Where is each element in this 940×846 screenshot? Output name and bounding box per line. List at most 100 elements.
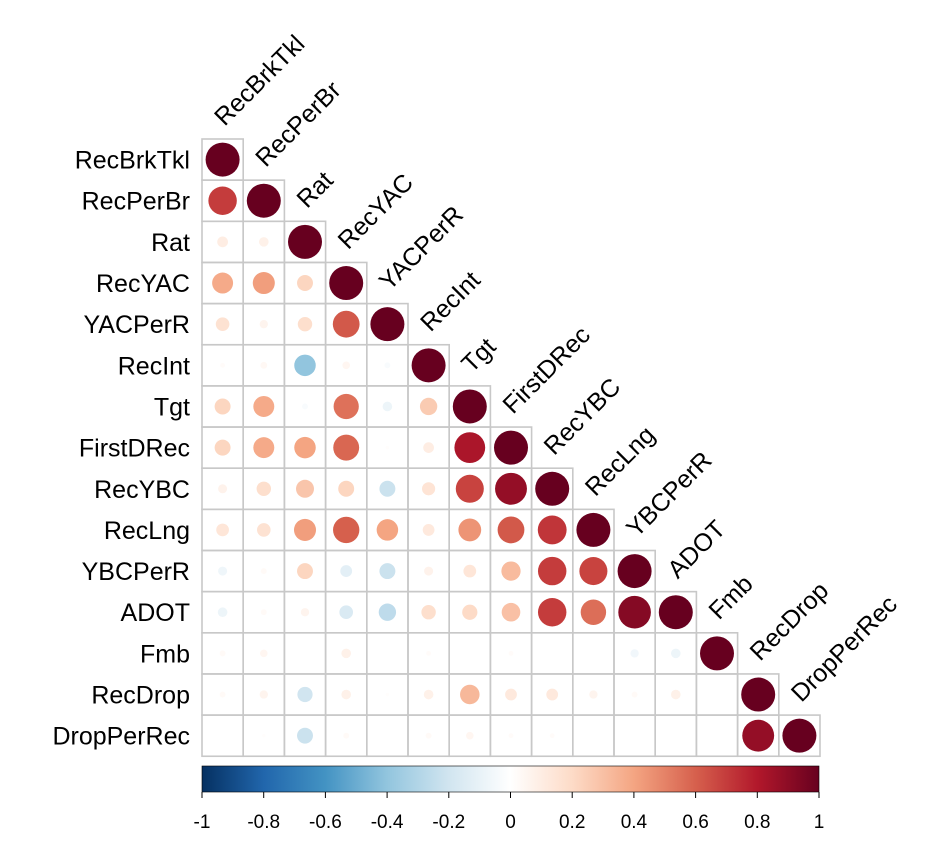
correlation-circles <box>205 142 817 753</box>
matrix-cell <box>695 714 739 758</box>
correlation-circle <box>425 732 432 739</box>
matrix-cell <box>365 714 409 758</box>
correlation-circle <box>537 598 567 627</box>
row-label: Rat <box>151 229 190 257</box>
correlation-circle <box>376 519 399 541</box>
colorbar-tick-label: -1 <box>194 812 211 833</box>
column-label: ADOT <box>662 515 731 584</box>
correlation-circle <box>217 607 228 618</box>
row-label: FirstDRec <box>79 435 190 463</box>
correlation-circle <box>333 516 360 544</box>
row-label: RecDrop <box>91 682 190 710</box>
column-label: Tgt <box>456 333 501 378</box>
correlation-circle <box>670 648 681 659</box>
correlation-circle <box>216 523 229 537</box>
correlation-circle <box>508 650 514 656</box>
correlation-circle <box>631 691 638 698</box>
correlation-circle <box>384 362 391 369</box>
correlation-circle <box>579 557 608 586</box>
correlation-circle <box>297 727 313 744</box>
row-label: DropPerRec <box>52 723 190 751</box>
correlation-circle <box>252 272 275 295</box>
correlation-circle <box>341 689 352 700</box>
correlation-circle <box>455 474 484 503</box>
matrix-cell <box>695 673 739 716</box>
correlation-circle <box>257 523 271 537</box>
correlation-circle <box>426 650 431 656</box>
correlation-circle <box>300 608 310 617</box>
correlation-circle <box>297 275 313 291</box>
correlation-circle <box>341 648 352 659</box>
colorbar-tick-label: -0.4 <box>371 812 404 833</box>
correlation-circle <box>218 484 228 494</box>
matrix-cells <box>201 138 821 758</box>
row-label: RecLng <box>104 517 190 545</box>
correlation-circle <box>494 430 528 465</box>
correlation-circle <box>205 142 240 177</box>
correlation-circle <box>618 595 651 629</box>
correlation-circle <box>220 362 226 368</box>
row-label: Fmb <box>140 640 190 668</box>
correlation-circle <box>454 432 486 464</box>
correlation-circle <box>463 564 477 578</box>
matrix-cell <box>571 631 615 675</box>
correlation-circle <box>501 602 521 622</box>
correlation-circle <box>424 566 434 576</box>
correlation-circle <box>576 512 611 547</box>
correlation-circle <box>466 731 474 740</box>
correlation-circle <box>421 605 436 620</box>
correlation-circle <box>460 684 480 705</box>
matrix-cell <box>283 631 327 675</box>
correlation-circle <box>256 481 272 496</box>
correlation-circle <box>411 348 446 383</box>
matrix-cell <box>654 714 698 758</box>
correlation-circle <box>219 691 226 698</box>
colorbar-tick-label: 0 <box>505 812 516 833</box>
correlation-circle <box>297 316 313 332</box>
correlation-circle <box>259 690 268 699</box>
correlation-circle <box>535 471 570 506</box>
correlation-circle <box>260 568 267 575</box>
correlation-circle <box>339 605 354 620</box>
correlation-circle <box>385 445 390 450</box>
colorbar-ticks: -1 -0.8 -0.6 -0.4 -0.2 0 0.2 0.4 0.6 0.8 1 <box>194 792 824 833</box>
colorbar-tick-label: 0.4 <box>621 812 648 833</box>
row-label: YACPerR <box>83 311 190 339</box>
correlation-circle <box>742 719 775 752</box>
correlation-circle <box>549 733 555 739</box>
matrix-cell <box>448 631 492 675</box>
correlation-circle <box>253 395 275 417</box>
matrix-cell <box>777 714 821 758</box>
matrix-cell <box>365 631 409 675</box>
correlation-circle <box>253 437 275 459</box>
correlation-circle <box>630 649 639 658</box>
correlation-circle <box>296 479 314 498</box>
correlation-circle <box>670 689 681 700</box>
correlation-circle <box>294 354 316 377</box>
correlation-circle <box>378 603 397 621</box>
colorbar-tick-label: 0.2 <box>559 812 585 833</box>
matrix-cell <box>613 714 657 758</box>
correlation-circle <box>297 686 313 703</box>
row-label: RecYBC <box>94 476 190 504</box>
correlation-circle <box>329 266 364 301</box>
correlation-circle <box>259 320 268 329</box>
row-label: RecYAC <box>96 270 190 298</box>
correlation-circle <box>537 556 567 586</box>
row-label: Tgt <box>154 393 190 421</box>
row-label: ADOT <box>121 599 190 627</box>
correlation-circle <box>214 398 231 415</box>
correlation-circle <box>342 361 351 370</box>
row-label: RecInt <box>118 352 190 380</box>
colorbar-tick-label: -0.6 <box>309 812 342 833</box>
correlation-circle <box>217 236 228 248</box>
correlation-circle <box>246 183 281 218</box>
correlation-circle <box>700 636 734 671</box>
correlation-circle <box>370 307 405 342</box>
correlation-circle <box>293 518 317 541</box>
correlation-circle <box>580 599 607 625</box>
correlation-circle <box>379 480 396 497</box>
colorbar-tick-label: -0.2 <box>432 812 465 833</box>
correlation-circle <box>260 609 267 616</box>
